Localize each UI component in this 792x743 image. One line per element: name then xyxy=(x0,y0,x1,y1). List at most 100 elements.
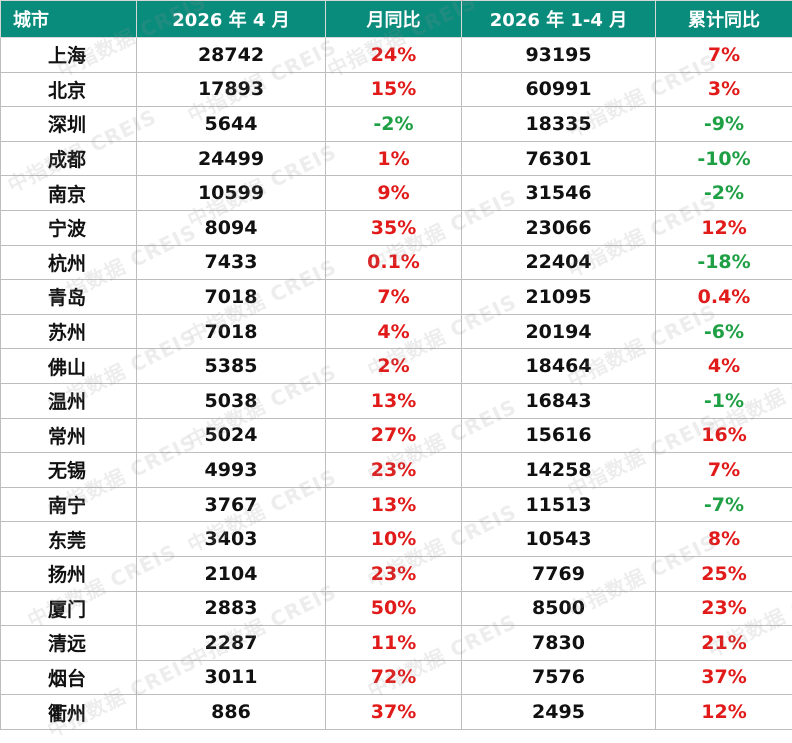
april-value-cell: 2883 xyxy=(137,591,326,626)
ytd-value-cell: 20194 xyxy=(462,314,656,349)
city-cell: 烟台 xyxy=(1,660,137,695)
mom-change-cell: 9% xyxy=(326,176,462,211)
ytd-value-cell: 21095 xyxy=(462,280,656,315)
mom-change-cell: 27% xyxy=(326,418,462,453)
city-cell: 清远 xyxy=(1,626,137,661)
mom-change-cell: 7% xyxy=(326,280,462,315)
april-value-cell: 7018 xyxy=(137,314,326,349)
april-value-cell: 886 xyxy=(137,695,326,730)
ytd-value-cell: 7830 xyxy=(462,626,656,661)
city-cell: 厦门 xyxy=(1,591,137,626)
mom-change-cell: 23% xyxy=(326,556,462,591)
ytd-value-cell: 76301 xyxy=(462,141,656,176)
ytd-yoy-change-cell: 16% xyxy=(656,418,792,453)
ytd-yoy-change-cell: 12% xyxy=(656,210,792,245)
ytd-yoy-change-cell: -6% xyxy=(656,314,792,349)
header-april: 2026 年 4 月 xyxy=(137,1,326,38)
mom-change-cell: 24% xyxy=(326,38,462,73)
april-value-cell: 3403 xyxy=(137,522,326,557)
city-cell: 青岛 xyxy=(1,280,137,315)
ytd-value-cell: 22404 xyxy=(462,245,656,280)
city-cell: 苏州 xyxy=(1,314,137,349)
ytd-yoy-change-cell: 7% xyxy=(656,453,792,488)
ytd-value-cell: 11513 xyxy=(462,487,656,522)
april-value-cell: 5024 xyxy=(137,418,326,453)
ytd-yoy-change-cell: 8% xyxy=(656,522,792,557)
ytd-value-cell: 93195 xyxy=(462,38,656,73)
city-cell: 温州 xyxy=(1,383,137,418)
header-mom: 月同比 xyxy=(326,1,462,38)
city-cell: 成都 xyxy=(1,141,137,176)
mom-change-cell: 13% xyxy=(326,383,462,418)
april-value-cell: 10599 xyxy=(137,176,326,211)
april-value-cell: 5385 xyxy=(137,349,326,384)
ytd-yoy-change-cell: 12% xyxy=(656,695,792,730)
ytd-yoy-change-cell: -18% xyxy=(656,245,792,280)
ytd-value-cell: 23066 xyxy=(462,210,656,245)
city-cell: 深圳 xyxy=(1,107,137,142)
ytd-value-cell: 31546 xyxy=(462,176,656,211)
city-cell: 北京 xyxy=(1,72,137,107)
april-value-cell: 24499 xyxy=(137,141,326,176)
ytd-yoy-change-cell: -10% xyxy=(656,141,792,176)
header-city: 城市 xyxy=(1,1,137,38)
april-value-cell: 17893 xyxy=(137,72,326,107)
ytd-value-cell: 10543 xyxy=(462,522,656,557)
ytd-value-cell: 18464 xyxy=(462,349,656,384)
ytd-value-cell: 7769 xyxy=(462,556,656,591)
ytd-yoy-change-cell: 25% xyxy=(656,556,792,591)
ytd-yoy-change-cell: 21% xyxy=(656,626,792,661)
mom-change-cell: 2% xyxy=(326,349,462,384)
mom-change-cell: 72% xyxy=(326,660,462,695)
april-value-cell: 4993 xyxy=(137,453,326,488)
mom-change-cell: 35% xyxy=(326,210,462,245)
city-cell: 佛山 xyxy=(1,349,137,384)
april-value-cell: 5644 xyxy=(137,107,326,142)
mom-change-cell: 23% xyxy=(326,453,462,488)
ytd-value-cell: 8500 xyxy=(462,591,656,626)
ytd-yoy-change-cell: -9% xyxy=(656,107,792,142)
ytd-value-cell: 7576 xyxy=(462,660,656,695)
table-header: 城市 2026 年 4 月 月同比 2026 年 1-4 月 累计同比 xyxy=(1,1,792,38)
ytd-yoy-change-cell: 4% xyxy=(656,349,792,384)
city-cell: 无锡 xyxy=(1,453,137,488)
april-value-cell: 5038 xyxy=(137,383,326,418)
mom-change-cell: 15% xyxy=(326,72,462,107)
ytd-yoy-change-cell: -2% xyxy=(656,176,792,211)
april-value-cell: 3767 xyxy=(137,487,326,522)
city-cell: 南宁 xyxy=(1,487,137,522)
city-cell: 衢州 xyxy=(1,695,137,730)
ytd-yoy-change-cell: -1% xyxy=(656,383,792,418)
ytd-value-cell: 2495 xyxy=(462,695,656,730)
city-cell: 杭州 xyxy=(1,245,137,280)
mom-change-cell: 37% xyxy=(326,695,462,730)
ytd-yoy-change-cell: 37% xyxy=(656,660,792,695)
mom-change-cell: 0.1% xyxy=(326,245,462,280)
ytd-yoy-change-cell: 7% xyxy=(656,38,792,73)
mom-change-cell: -2% xyxy=(326,107,462,142)
city-cell: 扬州 xyxy=(1,556,137,591)
april-value-cell: 8094 xyxy=(137,210,326,245)
april-value-cell: 3011 xyxy=(137,660,326,695)
april-value-cell: 2287 xyxy=(137,626,326,661)
ytd-value-cell: 16843 xyxy=(462,383,656,418)
ytd-value-cell: 15616 xyxy=(462,418,656,453)
